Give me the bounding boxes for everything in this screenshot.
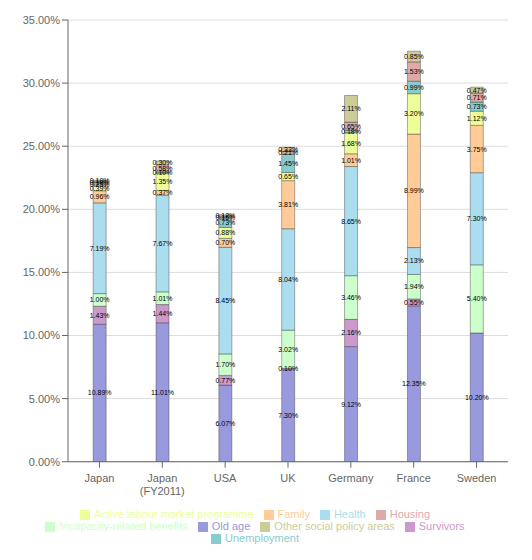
- svg-text:3.75%: 3.75%: [467, 146, 487, 153]
- svg-text:8.99%: 8.99%: [404, 187, 424, 194]
- svg-text:0.73%: 0.73%: [467, 103, 487, 110]
- svg-text:0.77%: 0.77%: [215, 377, 235, 384]
- svg-text:0.85%: 0.85%: [404, 53, 424, 60]
- svg-text:3.20%: 3.20%: [404, 110, 424, 117]
- svg-text:0.10%: 0.10%: [278, 365, 298, 372]
- svg-text:5.40%: 5.40%: [467, 295, 487, 302]
- svg-text:1.45%: 1.45%: [278, 160, 298, 167]
- svg-text:0.10%: 0.10%: [90, 177, 110, 184]
- svg-text:7.19%: 7.19%: [90, 245, 110, 252]
- svg-text:7.30%: 7.30%: [467, 215, 487, 222]
- svg-text:0.73%: 0.73%: [215, 219, 236, 227]
- html-text:Health: Health: [333, 507, 366, 520]
- svg-text:1.35%: 1.35%: [153, 178, 173, 185]
- svg-text:0.37%: 0.37%: [153, 189, 173, 196]
- svg-text:10.00%: 10.00%: [23, 329, 61, 341]
- svg-text:0.96%: 0.96%: [90, 193, 110, 200]
- svg-text:1.68%: 1.68%: [341, 140, 361, 147]
- svg-text:5.00%: 5.00%: [29, 393, 60, 405]
- svg-text:1.00%: 1.00%: [90, 296, 110, 303]
- svg-text:1.01%: 1.01%: [341, 157, 361, 164]
- svg-text:0.33%: 0.33%: [278, 146, 298, 153]
- svg-text:6.07%: 6.07%: [215, 420, 235, 427]
- svg-text:1.12%: 1.12%: [467, 115, 487, 122]
- svg-text:20.00%: 20.00%: [23, 203, 61, 215]
- svg-text:9.12%: 9.12%: [341, 401, 361, 408]
- svg-text:0.99%: 0.99%: [404, 84, 424, 91]
- svg-text:0.65%: 0.65%: [341, 123, 361, 130]
- svg-text:3.81%: 3.81%: [278, 201, 298, 208]
- svg-text:0.71%: 0.71%: [467, 94, 487, 101]
- html-text:Unemployment: Unemployment: [225, 531, 299, 544]
- svg-text:0.39%: 0.39%: [89, 184, 110, 192]
- svg-text:0.00%: 0.00%: [29, 456, 60, 468]
- svg-text:2.16%: 2.16%: [341, 329, 361, 336]
- svg-text:1.94%: 1.94%: [404, 283, 424, 290]
- svg-text:3.02%: 3.02%: [278, 346, 298, 353]
- svg-text:3.46%: 3.46%: [341, 294, 361, 301]
- svg-text:8.45%: 8.45%: [215, 297, 235, 304]
- svg-text:Sweden: Sweden: [457, 472, 497, 484]
- svg-text:8.65%: 8.65%: [341, 218, 361, 225]
- svg-text:0.47%: 0.47%: [467, 87, 487, 94]
- svg-text:1.44%: 1.44%: [153, 310, 173, 317]
- svg-text:0.88%: 0.88%: [215, 229, 235, 236]
- svg-text:UK: UK: [280, 472, 296, 484]
- html-text:Incapacity-related benefits: Incapacity-related benefits: [59, 519, 188, 532]
- svg-text:7.67%: 7.67%: [153, 240, 173, 247]
- svg-text:0.12%: 0.12%: [215, 212, 235, 219]
- html-text:Survivors: Survivors: [418, 519, 465, 532]
- svg-text:0.30%: 0.30%: [153, 159, 173, 166]
- svg-text:8.04%: 8.04%: [278, 276, 298, 283]
- html-text:Other social policy areas: Other social policy areas: [274, 519, 395, 532]
- svg-text:10.20%: 10.20%: [465, 394, 489, 401]
- svg-text:USA: USA: [214, 472, 237, 484]
- svg-text:7.30%: 7.30%: [278, 412, 298, 419]
- svg-text:0.65%: 0.65%: [278, 173, 298, 180]
- svg-text:10.89%: 10.89%: [88, 389, 112, 396]
- svg-text:1.01%: 1.01%: [153, 295, 173, 302]
- html-text:Active labour market programme: Active labour market programme: [93, 507, 254, 520]
- svg-text:25.00%: 25.00%: [23, 140, 61, 152]
- svg-text:Germany: Germany: [328, 472, 374, 484]
- svg-text:0.70%: 0.70%: [215, 239, 235, 246]
- svg-text:30.00%: 30.00%: [23, 77, 61, 89]
- svg-text:France: France: [397, 472, 431, 484]
- html-text:Housing: Housing: [389, 507, 430, 520]
- svg-text:1.43%: 1.43%: [90, 312, 110, 319]
- svg-text:0.55%: 0.55%: [404, 299, 424, 306]
- svg-text:12.35%: 12.35%: [402, 380, 426, 387]
- svg-text:11.01%: 11.01%: [151, 389, 174, 396]
- svg-text:2.13%: 2.13%: [404, 257, 424, 264]
- svg-text:35.00%: 35.00%: [23, 14, 61, 26]
- svg-text:1.70%: 1.70%: [215, 361, 235, 368]
- svg-text:0.18%: 0.18%: [341, 127, 361, 135]
- svg-text:0.10%: 0.10%: [152, 169, 173, 177]
- html-text:Family: Family: [277, 507, 310, 520]
- svg-text:Japan: Japan: [84, 472, 114, 484]
- svg-text:1.53%: 1.53%: [404, 68, 424, 75]
- svg-text:15.00%: 15.00%: [23, 266, 61, 278]
- svg-text:2.11%: 2.11%: [341, 105, 360, 112]
- svg-text:Japan(FY2011): Japan(FY2011): [140, 472, 185, 497]
- html-text:Old age: Old age: [211, 519, 251, 532]
- svg-text:0.58%: 0.58%: [152, 164, 173, 172]
